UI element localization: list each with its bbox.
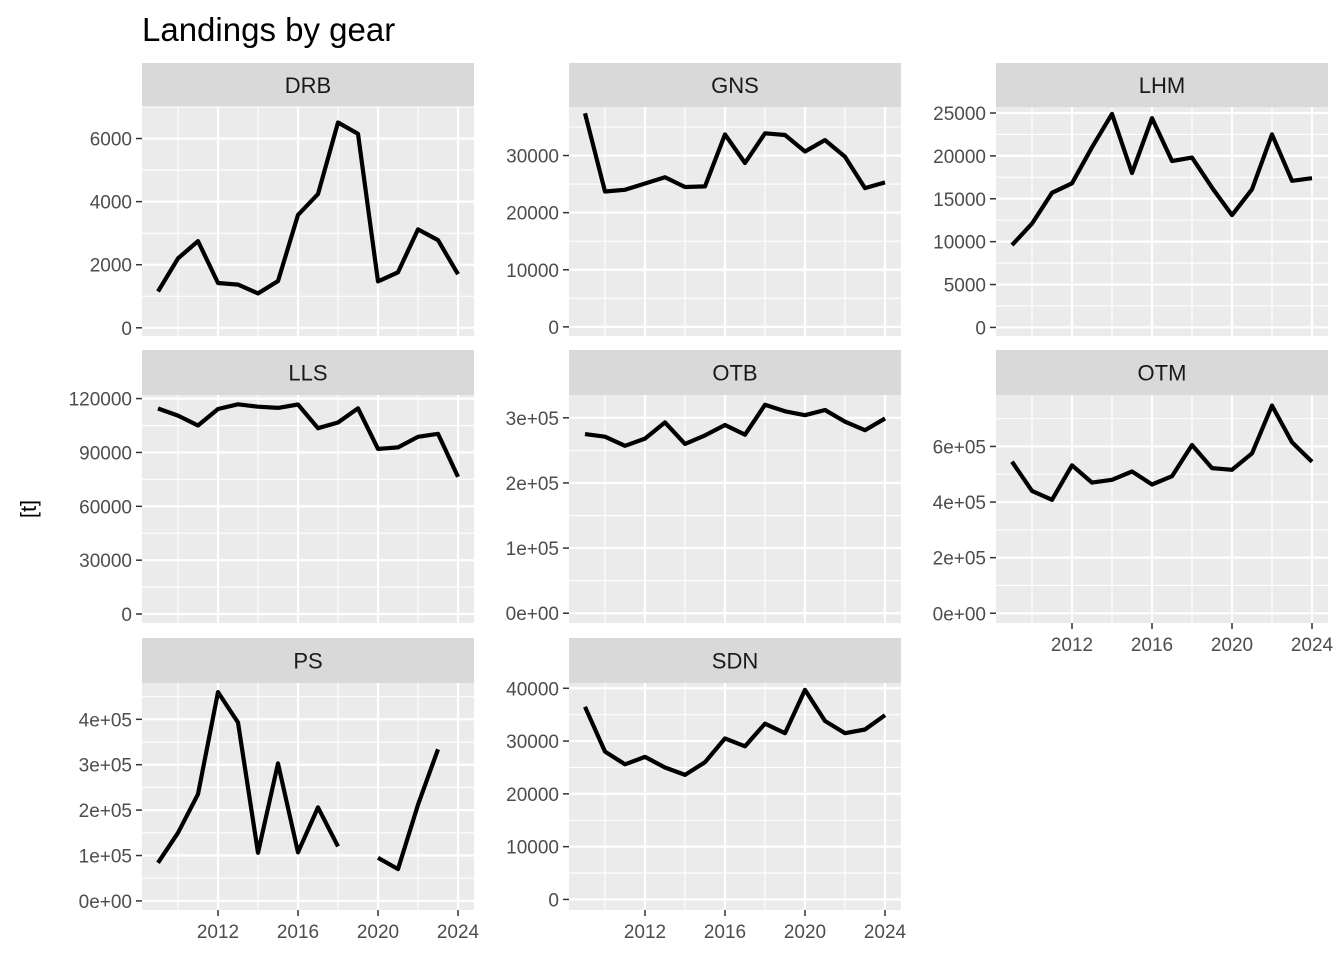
x-tick-label: 2016 <box>704 922 746 943</box>
series-line-otm <box>1010 403 1314 502</box>
x-tick-label: 2020 <box>1211 635 1253 656</box>
y-tick-label: 25000 <box>933 104 986 125</box>
series-line-gns <box>582 112 886 194</box>
series-line-drb <box>156 120 460 296</box>
panel-drb: DRB 0 2000 4000 6000 <box>90 63 474 340</box>
y-tick-label: 20000 <box>506 204 559 225</box>
panel-background-gns <box>569 107 901 336</box>
panel-ps: PS 0e+00 1e+05 2e+05 3e+05 4e+05 2012 2016 2020 2… <box>79 638 480 943</box>
panel-background-drb <box>142 107 474 336</box>
x-tick-label: 2020 <box>357 922 399 943</box>
strip-label-gns: GNS <box>711 73 759 98</box>
x-tick-label: 2016 <box>1131 635 1173 656</box>
strip-ps <box>142 638 474 683</box>
y-axis-label: [t] <box>16 500 41 518</box>
y-tick-label: 2e+05 <box>933 549 986 570</box>
panel-lhm: LHM 0 5000 10000 15000 20000 25000 <box>933 63 1328 339</box>
series-line-otb <box>584 402 887 448</box>
strip-label-lhm: LHM <box>1139 73 1185 98</box>
y-tick-label: 4e+05 <box>933 493 986 514</box>
y-tick-label: 30000 <box>506 147 559 168</box>
y-tick-label: 0e+00 <box>506 604 559 625</box>
series-line-sdn <box>583 687 887 777</box>
strip-drb <box>142 63 474 107</box>
y-tick-label: 30000 <box>506 732 559 753</box>
x-tick-label: 2016 <box>277 922 319 943</box>
y-tick-label: 0 <box>548 890 559 911</box>
y-tick-label: 5000 <box>944 276 986 297</box>
strip-label-ps: PS <box>293 649 322 674</box>
y-tick-label: 6e+05 <box>933 437 986 458</box>
y-tick-label: 3e+05 <box>506 409 559 430</box>
strip-label-sdn: SDN <box>712 649 758 674</box>
y-tick-label: 6000 <box>90 130 132 151</box>
panel-background-lls <box>142 395 474 623</box>
strip-label-otb: OTB <box>712 361 757 386</box>
y-tick-label: 40000 <box>506 679 559 700</box>
y-tick-label: 0e+00 <box>933 604 986 625</box>
y-tick-label: 3e+05 <box>79 756 132 777</box>
x-tick-label: 2024 <box>437 922 480 943</box>
strip-label-drb: DRB <box>285 73 331 98</box>
panel-background-lhm <box>996 107 1328 336</box>
x-tick-label: 2024 <box>864 922 907 943</box>
panel-sdn: SDN 0 10000 20000 30000 40000 2012 2016 2020 2024 <box>506 638 907 943</box>
strip-otb <box>569 350 901 395</box>
x-tick-label: 2012 <box>624 922 666 943</box>
panel-gns: GNS 0 10000 20000 30000 <box>506 63 901 339</box>
strip-sdn <box>569 638 901 683</box>
y-tick-label: 2e+05 <box>79 801 132 822</box>
y-tick-label: 2000 <box>90 256 132 277</box>
y-tick-label: 10000 <box>506 261 559 282</box>
x-tick-label: 2012 <box>197 922 239 943</box>
strip-lhm <box>996 63 1328 107</box>
y-tick-label: 0 <box>121 319 132 340</box>
x-tick-label: 2024 <box>1291 635 1334 656</box>
y-tick-label: 2e+05 <box>506 474 559 495</box>
y-tick-label: 1e+05 <box>79 847 132 868</box>
x-tick-label: 2012 <box>1051 635 1093 656</box>
chart-title: Landings by gear <box>142 11 395 48</box>
panel-background-otm <box>996 395 1328 623</box>
y-tick-label: 0e+00 <box>79 892 132 913</box>
strip-label-lls: LLS <box>288 361 327 386</box>
series-line-ps <box>156 690 440 872</box>
y-tick-label: 4e+05 <box>79 710 132 731</box>
y-tick-label: 20000 <box>506 785 559 806</box>
panel-lls: LLS 0 30000 60000 90000 120000 <box>69 350 474 626</box>
facet-panels: DRB 0 2000 4000 6000 GNS 0 10000 20000 30000 LHM 0 5… <box>69 63 1334 943</box>
panel-background-sdn <box>569 683 901 910</box>
y-tick-label: 30000 <box>79 551 132 572</box>
y-tick-label: 90000 <box>79 443 132 464</box>
strip-label-otm: OTM <box>1138 361 1187 386</box>
strip-gns <box>569 63 901 107</box>
series-line-lls <box>157 402 460 478</box>
series-line-lhm <box>1010 111 1313 247</box>
y-tick-label: 60000 <box>79 497 132 518</box>
y-tick-label: 4000 <box>90 193 132 214</box>
y-tick-label: 1e+05 <box>506 539 559 560</box>
y-tick-label: 10000 <box>506 838 559 859</box>
y-tick-label: 0 <box>975 318 986 339</box>
y-tick-label: 10000 <box>933 233 986 254</box>
panel-otm: OTM 0e+00 2e+05 4e+05 6e+05 2012 2016 2020 2024 <box>933 350 1334 656</box>
panel-otb: OTB 0e+00 1e+05 2e+05 3e+05 <box>506 350 901 625</box>
y-tick-label: 20000 <box>933 147 986 168</box>
x-tick-label: 2020 <box>784 922 826 943</box>
y-tick-label: 120000 <box>69 390 132 411</box>
strip-otm <box>996 350 1328 395</box>
y-tick-label: 15000 <box>933 190 986 211</box>
panel-background-otb <box>569 395 901 623</box>
y-tick-label: 0 <box>548 318 559 339</box>
panel-background-ps <box>142 683 474 910</box>
strip-lls <box>142 350 474 395</box>
y-tick-label: 0 <box>121 605 132 626</box>
